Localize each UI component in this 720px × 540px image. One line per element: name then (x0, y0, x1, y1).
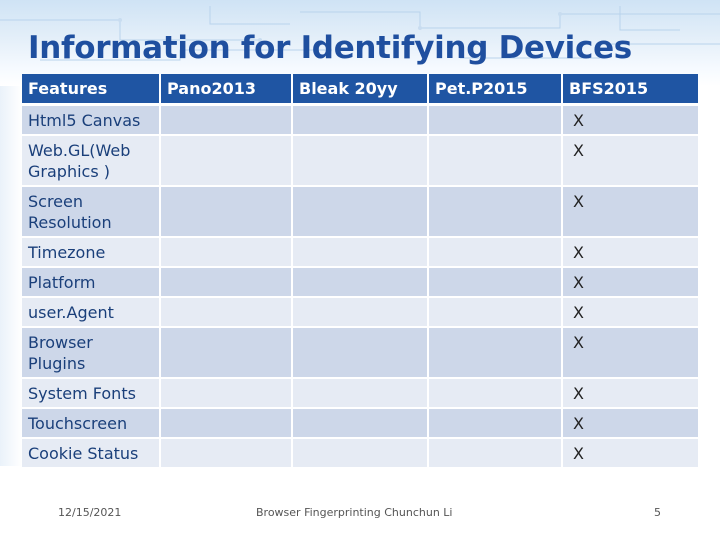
mark-cell: X (562, 185, 698, 238)
mark-cell (292, 266, 429, 298)
header-bfs2015: BFS2015 (562, 74, 698, 106)
mark-cell (428, 236, 563, 268)
mark-cell (428, 296, 563, 328)
circuit-pattern-decoration (0, 6, 720, 61)
table-row: Html5 Canvas X (22, 104, 698, 136)
header-background (0, 0, 720, 86)
mark-cell: X (562, 296, 698, 328)
mark-cell (428, 437, 563, 469)
mark-cell: X (562, 104, 698, 136)
mark-cell (428, 377, 563, 409)
table-row: Browser Plugins X (22, 326, 698, 379)
mark-cell (428, 266, 563, 298)
page-number: 5 (654, 506, 661, 519)
header-features: Features (22, 74, 161, 106)
mark-cell: X (562, 266, 698, 298)
feature-cell: Touchscreen (22, 407, 161, 439)
mark-cell (292, 104, 429, 136)
mark-cell: X (562, 437, 698, 469)
header-petp2015: Pet.P2015 (428, 74, 563, 106)
mark-cell: X (562, 326, 698, 379)
table-row: user.Agent X (22, 296, 698, 328)
mark-cell: X (562, 407, 698, 439)
mark-cell (160, 407, 293, 439)
table-row: Screen Resolution X (22, 185, 698, 238)
table-row: Web.GL(Web Graphics ) X (22, 134, 698, 187)
mark-cell (292, 236, 429, 268)
mark-cell (428, 407, 563, 439)
feature-cell: Screen Resolution (22, 185, 161, 238)
mark-cell (292, 407, 429, 439)
mark-cell (160, 377, 293, 409)
table-header-row: Features Pano2013 Bleak 20yy Pet.P2015 B… (22, 74, 698, 106)
header-bleak20yy: Bleak 20yy (292, 74, 429, 106)
feature-cell: Timezone (22, 236, 161, 268)
feature-cell: Platform (22, 266, 161, 298)
table-row: Timezone X (22, 236, 698, 268)
mark-cell (292, 377, 429, 409)
footer-title: Browser Fingerprinting Chunchun Li (256, 506, 453, 519)
feature-cell: Web.GL(Web Graphics ) (22, 134, 161, 187)
footer-date: 12/15/2021 (58, 506, 122, 519)
mark-cell (160, 185, 293, 238)
mark-cell (428, 104, 563, 136)
mark-cell: X (562, 377, 698, 409)
mark-cell (428, 134, 563, 187)
mark-cell (292, 296, 429, 328)
table-row: Platform X (22, 266, 698, 298)
mark-cell (160, 266, 293, 298)
feature-cell: System Fonts (22, 377, 161, 409)
header-pano2013: Pano2013 (160, 74, 293, 106)
mark-cell: X (562, 236, 698, 268)
mark-cell (160, 296, 293, 328)
mark-cell (292, 134, 429, 187)
table-row: System Fonts X (22, 377, 698, 409)
feature-cell: Browser Plugins (22, 326, 161, 379)
features-table: Features Pano2013 Bleak 20yy Pet.P2015 B… (22, 74, 698, 469)
table-row: Touchscreen X (22, 407, 698, 439)
mark-cell (160, 104, 293, 136)
mark-cell (292, 326, 429, 379)
mark-cell (292, 437, 429, 469)
mark-cell (292, 185, 429, 238)
mark-cell (428, 185, 563, 238)
mark-cell: X (562, 134, 698, 187)
table-row: Cookie Status X (22, 437, 698, 469)
slide-title: Information for Identifying Devices (28, 30, 632, 66)
mark-cell (160, 326, 293, 379)
side-fade-decoration (0, 86, 22, 466)
feature-cell: user.Agent (22, 296, 161, 328)
mark-cell (160, 437, 293, 469)
mark-cell (428, 326, 563, 379)
mark-cell (160, 236, 293, 268)
feature-cell: Cookie Status (22, 437, 161, 469)
feature-cell: Html5 Canvas (22, 104, 161, 136)
mark-cell (160, 134, 293, 187)
